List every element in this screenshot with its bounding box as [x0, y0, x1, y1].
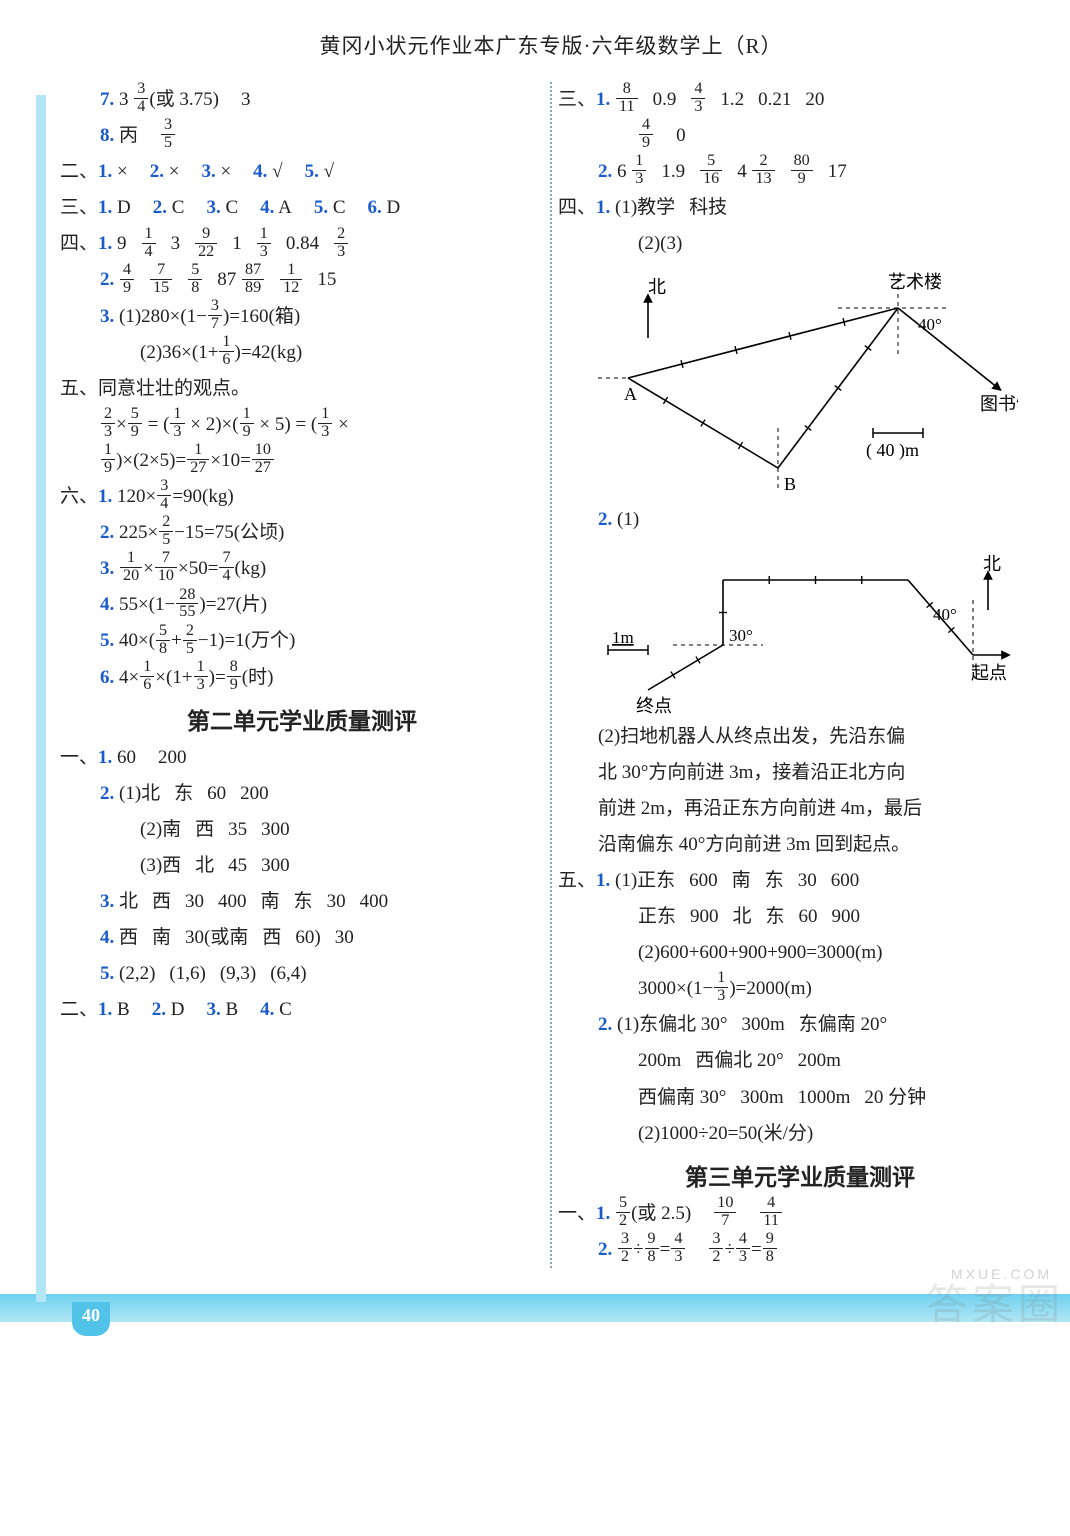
text-line: (3)西北45300	[60, 848, 544, 884]
text-line: 2. 225×25−15=75(公顷)	[60, 515, 544, 551]
svg-text:30°: 30°	[729, 626, 753, 645]
left-stripe	[36, 95, 46, 1302]
bottom-stripe	[0, 1294, 1070, 1322]
text-line: 490	[558, 118, 1042, 154]
svg-text:终点: 终点	[636, 696, 672, 715]
svg-text:40°: 40°	[933, 605, 957, 624]
text-line: 8. 丙35	[60, 118, 544, 154]
text-line: 正东900北东60900	[558, 899, 1042, 935]
text-line: 4. 西南30(或南西60)30	[60, 920, 544, 956]
text-line: 3000×(1−13)=2000(m)	[558, 971, 1042, 1007]
section-heading: 第二单元学业质量测评	[60, 702, 544, 736]
text-line: 五、同意壮壮的观点。	[60, 371, 544, 407]
text-line: 四、1. (1)教学科技	[558, 190, 1042, 226]
text-line: 沿南偏东 40°方向前进 3m 回到起点。	[558, 827, 1042, 863]
column-separator	[550, 82, 552, 1268]
svg-text:艺术楼: 艺术楼	[888, 272, 942, 292]
svg-text:北: 北	[983, 554, 1001, 574]
text-line: (2)600+600+900+900=3000(m)	[558, 935, 1042, 971]
page-number: 40	[72, 1302, 110, 1336]
text-line: 7. 3 34(或 3.75)3	[60, 82, 544, 118]
text-line: 5. 40×(58+25−1)=1(万个)	[60, 623, 544, 659]
page-title: 黄冈小状元作业本广东专版·六年级数学上（R）	[60, 30, 1042, 60]
text-line: 北 30°方向前进 3m，接着沿正北方向	[558, 755, 1042, 791]
svg-text:A: A	[624, 384, 637, 404]
text-line: 4. 55×(1−2855)=27(片)	[60, 587, 544, 623]
svg-text:B: B	[784, 474, 796, 494]
text-line: 2. (1)东偏北 30°300m东偏南 20°	[558, 1007, 1042, 1043]
text-line: 2. (1)北东60200	[60, 776, 544, 812]
text-line: (2)36×(1+16)=42(kg)	[60, 335, 544, 371]
text-line: (2)1000÷20=50(米/分)	[558, 1116, 1042, 1152]
right-column: 三、1. 8110.9431.20.21204902. 6 131.95164 …	[558, 82, 1042, 1268]
text-line: 3. 北西30400南东30400	[60, 884, 544, 920]
text-line: (2)扫地机器人从终点出发，先沿东偏	[558, 719, 1042, 755]
svg-text:起点: 起点	[971, 663, 1007, 683]
text-line: 3. (1)280×(1−37)=160(箱)	[60, 299, 544, 335]
text-line: 五、1. (1)正东600南东30600	[558, 863, 1042, 899]
text-line: 19)×(2×5)=127×10=1027	[60, 443, 544, 479]
text-line: 西偏南 30°300m1000m20 分钟	[558, 1080, 1042, 1116]
text-line: 三、1. 8110.9431.20.2120	[558, 82, 1042, 118]
text-line: 200m西偏北 20°200m	[558, 1043, 1042, 1079]
text-line: 5. (2,2)(1,6)(9,3)(6,4)	[60, 956, 544, 992]
text-line: 四、1. 91439221130.8423	[60, 226, 544, 262]
diagram-path: 北 40° 30° 起点 终点 1m	[588, 545, 1042, 715]
text-line: 2. 497155887 878911215	[60, 262, 544, 298]
diagram-triangle: 北 艺术楼 40° 图书馆 A B ( 40 )m	[588, 268, 1042, 498]
svg-text:1m: 1m	[612, 628, 634, 647]
text-line: 2. (1)	[558, 502, 1042, 538]
svg-text:图书馆: 图书馆	[980, 394, 1018, 414]
text-line: 二、1. B2. D3. B4. C	[60, 992, 544, 1028]
text-line: 六、1. 120×34=90(kg)	[60, 479, 544, 515]
left-column: 7. 3 34(或 3.75)38. 丙35二、1. ×2. ×3. ×4. √…	[60, 82, 544, 1268]
section-heading: 第三单元学业质量测评	[558, 1158, 1042, 1192]
text-line: 前进 2m，再沿正东方向前进 4m，最后	[558, 791, 1042, 827]
text-line: (2)(3)	[558, 226, 1042, 262]
text-line: (2)南西35300	[60, 812, 544, 848]
watermark-url: MXUE.COM	[951, 1266, 1052, 1282]
svg-text:( 40 )m: ( 40 )m	[866, 440, 919, 461]
text-line: 二、1. ×2. ×3. ×4. √5. √	[60, 154, 544, 190]
text-line: 23×59 = (13 × 2)×(19 × 5) = (13 ×	[60, 407, 544, 443]
text-line: 2. 32÷98=4332÷43=98	[558, 1232, 1042, 1268]
text-line: 2. 6 131.95164 21380917	[558, 154, 1042, 190]
text-line: 一、1. 52(或 2.5)107411	[558, 1196, 1042, 1232]
svg-text:北: 北	[648, 277, 666, 297]
text-line: 3. 120×710×50=74(kg)	[60, 551, 544, 587]
text-line: 6. 4×16×(1+13)=89(时)	[60, 660, 544, 696]
text-line: 三、1. D2. C3. C4. A5. C6. D	[60, 190, 544, 226]
text-line: 一、1. 60200	[60, 740, 544, 776]
svg-text:40°: 40°	[918, 315, 942, 334]
page: 黄冈小状元作业本广东专版·六年级数学上（R） 7. 3 34(或 3.75)38…	[0, 0, 1070, 1342]
columns: 7. 3 34(或 3.75)38. 丙35二、1. ×2. ×3. ×4. √…	[60, 82, 1042, 1268]
